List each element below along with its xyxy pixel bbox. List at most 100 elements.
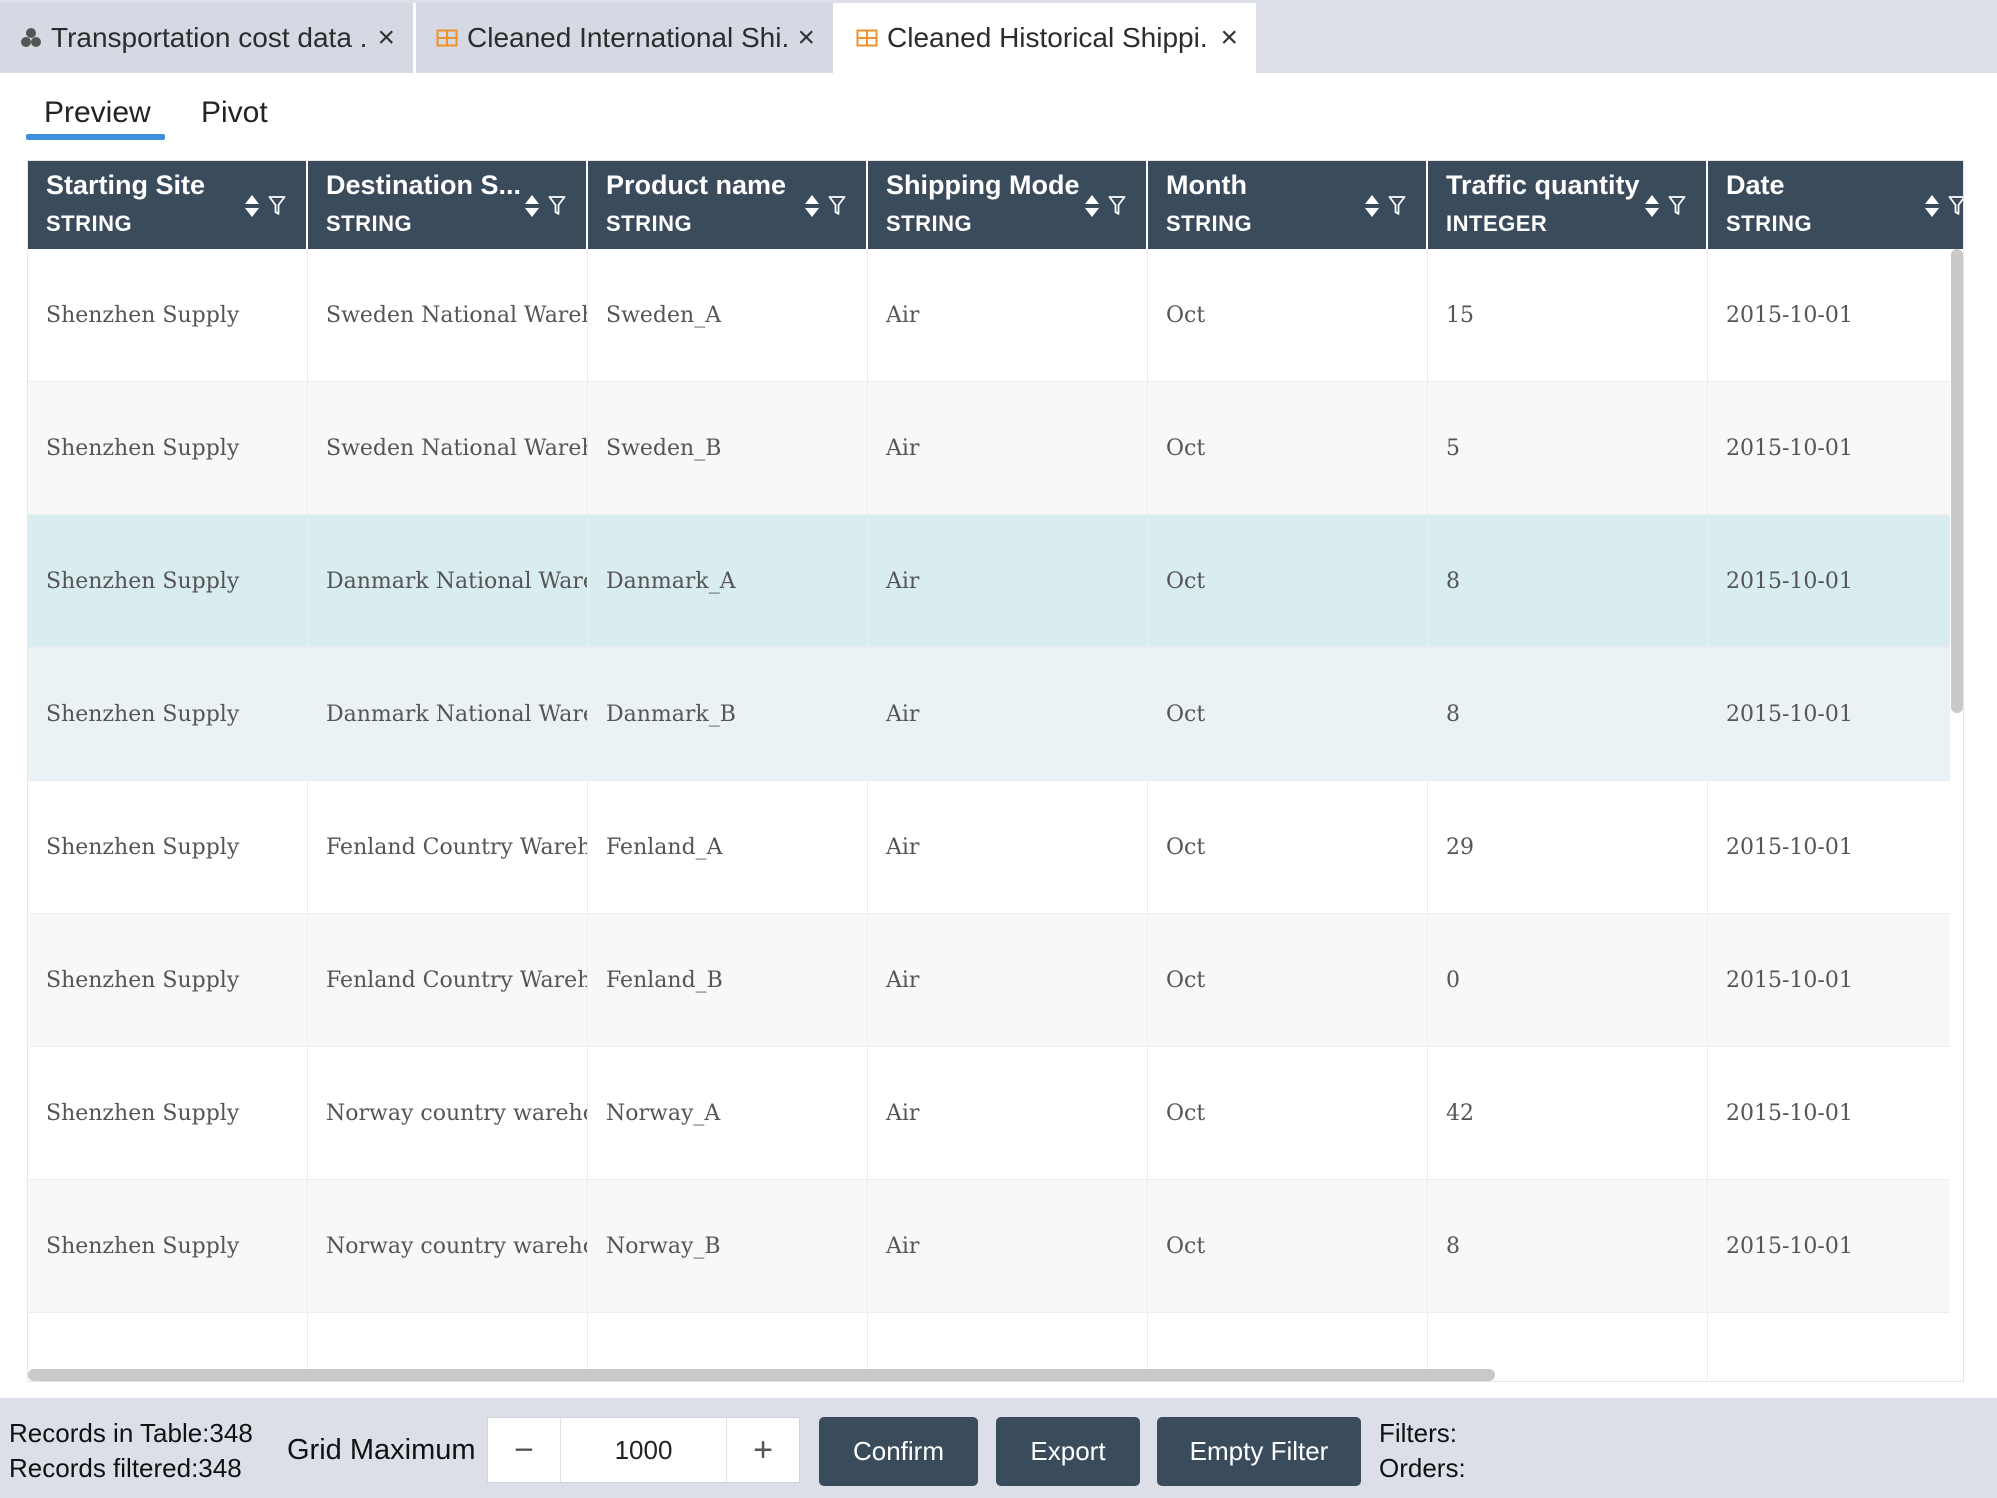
table-cell-shipping-mode <box>868 1313 1148 1381</box>
table-cell-product-name: Norway_B <box>588 1180 868 1313</box>
table-cell-starting-site: Shenzhen Supply <box>28 1047 308 1180</box>
column-header-product-name[interactable]: Product name STRING <box>588 161 868 249</box>
decrement-button[interactable]: − <box>488 1418 561 1482</box>
column-type: STRING <box>1166 211 1253 236</box>
table-cell-destination-site: Danmark National Warehouse <box>308 515 588 648</box>
filter-icon[interactable] <box>548 195 566 217</box>
records-filtered: Records filtered:348 <box>9 1453 242 1483</box>
sort-icon[interactable] <box>1924 194 1940 218</box>
export-button[interactable]: Export <box>996 1417 1140 1486</box>
sort-icon[interactable] <box>1084 194 1100 218</box>
table-cell-date: 2015-10-01 <box>1708 648 1963 781</box>
sort-icon[interactable] <box>1644 194 1660 218</box>
table-cell-date <box>1708 1313 1963 1381</box>
table-cell-starting-site: Shenzhen Supply <box>28 648 308 781</box>
table-cell-destination-site: Norway country warehouse <box>308 1047 588 1180</box>
table-cell-shipping-mode: Air <box>868 249 1148 382</box>
table-cell-date: 2015-10-01 <box>1708 249 1963 382</box>
table-cell-date: 2015-10-01 <box>1708 781 1963 914</box>
horizontal-scrollbar[interactable] <box>28 1369 1495 1381</box>
table-cell-date: 2015-10-01 <box>1708 382 1963 515</box>
filter-icon[interactable] <box>268 195 286 217</box>
column-type: STRING <box>1726 211 1813 236</box>
table-cell-date: 2015-10-01 <box>1708 914 1963 1047</box>
column-header-date[interactable]: Date STRING <box>1708 161 1964 249</box>
empty-filter-button[interactable]: Empty Filter <box>1157 1417 1361 1486</box>
column-name: Destination S... <box>326 170 522 200</box>
table-cell-starting-site <box>28 1313 308 1381</box>
subtab-pivot[interactable]: Pivot <box>201 96 268 129</box>
table-cell-destination-site: Fenland Country Warehouse <box>308 914 588 1047</box>
filter-icon[interactable] <box>1948 195 1964 217</box>
filters-label: Filters: <box>1379 1418 1457 1448</box>
sort-icon[interactable] <box>804 194 820 218</box>
table-cell-month: Oct <box>1148 648 1428 781</box>
table-cell-product-name: Fenland_B <box>588 914 868 1047</box>
column-type: STRING <box>46 211 133 236</box>
table-cell-product-name <box>588 1313 868 1381</box>
column-header-month[interactable]: Month STRING <box>1148 161 1428 249</box>
clusters-icon <box>21 28 41 47</box>
table-icon <box>436 29 458 47</box>
table-cell-product-name: Danmark_B <box>588 648 868 781</box>
subtab-preview[interactable]: Preview <box>44 96 151 129</box>
close-icon[interactable]: × <box>377 21 395 54</box>
filter-icon[interactable] <box>1108 195 1126 217</box>
table-cell-destination-site: Danmark National Warehouse <box>308 648 588 781</box>
table-cell-month: Oct <box>1148 1047 1428 1180</box>
sort-icon[interactable] <box>244 194 260 218</box>
tab-title: Cleaned International Shi... <box>467 22 788 53</box>
table-cell-product-name: Fenland_A <box>588 781 868 914</box>
table-cell-month: Oct <box>1148 781 1428 914</box>
table-cell-starting-site: Shenzhen Supply <box>28 914 308 1047</box>
column-name: Traffic quantity <box>1446 170 1640 200</box>
increment-button[interactable]: + <box>726 1418 799 1482</box>
table-cell-traffic-quantity: 8 <box>1428 1180 1708 1313</box>
column-type: STRING <box>606 211 693 236</box>
tab-title: Transportation cost data ... <box>51 22 368 53</box>
grid-maximum-input[interactable]: 1000 <box>614 1435 673 1465</box>
table-cell-destination-site: Fenland Country Warehouse <box>308 781 588 914</box>
tab-cleaned-historical-shipping[interactable]: Cleaned Historical Shippi... × <box>836 3 1256 73</box>
table-cell-product-name: Sweden_B <box>588 382 868 515</box>
confirm-button[interactable]: Confirm <box>819 1417 978 1486</box>
close-icon[interactable]: × <box>1220 21 1238 54</box>
table-cell-month: Oct <box>1148 515 1428 648</box>
sort-icon[interactable] <box>1364 194 1380 218</box>
table-cell-destination-site <box>308 1313 588 1381</box>
active-subtab-indicator <box>26 134 165 140</box>
filter-icon[interactable] <box>828 195 846 217</box>
table-cell-product-name: Danmark_A <box>588 515 868 648</box>
table-cell-traffic-quantity: 42 <box>1428 1047 1708 1180</box>
table-cell-shipping-mode: Air <box>868 1180 1148 1313</box>
column-header-destination-site[interactable]: Destination S... STRING <box>308 161 588 249</box>
table-cell-traffic-quantity: 15 <box>1428 249 1708 382</box>
tab-transportation-cost-data[interactable]: Transportation cost data ... × <box>0 3 413 73</box>
vertical-scrollbar[interactable] <box>1951 249 1963 713</box>
column-header-starting-site[interactable]: Starting Site STRING <box>28 161 308 249</box>
close-icon[interactable]: × <box>797 21 815 54</box>
filter-icon[interactable] <box>1388 195 1406 217</box>
column-header-shipping-mode[interactable]: Shipping Mode STRING <box>868 161 1148 249</box>
data-grid: Starting Site STRING Destination S... STRIN… <box>27 160 1964 1382</box>
table-cell-traffic-quantity: 29 <box>1428 781 1708 914</box>
column-header-traffic-quantity[interactable]: Traffic quantity INTEGER <box>1428 161 1708 249</box>
column-type: STRING <box>886 211 973 236</box>
grid-header: Starting Site STRING Destination S... STRIN… <box>28 161 1963 249</box>
column-name: Shipping Mode <box>886 170 1080 200</box>
table-cell-month <box>1148 1313 1428 1381</box>
table-cell-shipping-mode: Air <box>868 781 1148 914</box>
column-name: Month <box>1166 170 1247 200</box>
tab-cleaned-international-shipping[interactable]: Cleaned International Shi... × <box>416 3 833 73</box>
filter-icon[interactable] <box>1668 195 1686 217</box>
sort-icon[interactable] <box>524 194 540 218</box>
tab-divider <box>833 3 836 73</box>
